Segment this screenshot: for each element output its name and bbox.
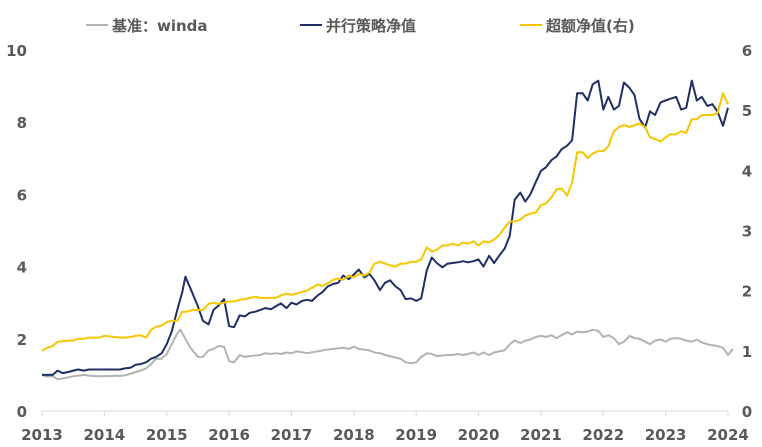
y2-tick-label: 0: [742, 403, 752, 421]
series-line-excess: [41, 92, 729, 352]
x-tick-label: 2023: [645, 426, 687, 444]
legend-label-strategy: 并行策略净值: [326, 17, 416, 35]
y-tick-label: 4: [17, 259, 27, 277]
x-tick-label: 2021: [520, 426, 562, 444]
legend-label-excess: 超额净值(右): [545, 17, 635, 35]
x-tick-label: 2020: [458, 426, 500, 444]
legend: 基准：winda 并行策略净值 超额净值(右): [86, 17, 635, 35]
y2-tick-label: 1: [742, 343, 752, 361]
y-axis-left: 0 2 4 6 8 10: [6, 42, 27, 421]
x-tick-label: 2019: [395, 426, 437, 444]
x-tick-label: 2024: [707, 426, 749, 444]
legend-label-benchmark: 基准：winda: [111, 17, 208, 35]
x-tick-label: 2018: [333, 426, 375, 444]
y2-tick-label: 6: [742, 42, 752, 60]
x-axis: 2013 2014 2015 2016 2017 2018 2019 2020 2021 2022…: [21, 411, 749, 444]
x-tick-label: 2013: [21, 426, 63, 444]
x-tick-label: 2016: [208, 426, 250, 444]
y2-tick-label: 4: [742, 162, 752, 180]
y-axis-right: 0 1 2 3 4 5 6: [742, 42, 752, 421]
x-tick-label: 2015: [146, 426, 188, 444]
x-tick-label: 2022: [582, 426, 624, 444]
legend-item-benchmark: 基准：winda: [86, 17, 208, 35]
series-lines: [41, 79, 734, 381]
x-tick-label: 2014: [83, 426, 125, 444]
y-tick-label: 8: [17, 114, 27, 132]
y-tick-label: 2: [17, 331, 27, 349]
y-tick-label: 10: [6, 42, 27, 60]
y-tick-label: 6: [17, 186, 27, 204]
series-line-strategy: [42, 79, 729, 376]
x-tick-label: 2017: [271, 426, 313, 444]
y2-tick-label: 3: [742, 223, 752, 241]
legend-item-strategy: 并行策略净值: [300, 17, 416, 35]
series-line-benchmark: [41, 328, 734, 381]
y2-tick-label: 2: [742, 283, 752, 301]
y2-tick-label: 5: [742, 102, 752, 120]
y-tick-label: 0: [17, 403, 27, 421]
legend-item-excess: 超额净值(右): [520, 17, 635, 35]
